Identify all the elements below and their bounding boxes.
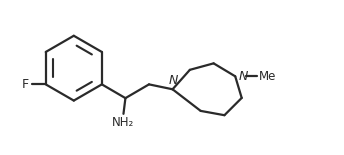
- Text: NH₂: NH₂: [112, 116, 135, 129]
- Text: F: F: [22, 78, 29, 91]
- Text: N: N: [169, 74, 178, 87]
- Text: Me: Me: [259, 70, 276, 83]
- Text: N: N: [239, 70, 248, 83]
